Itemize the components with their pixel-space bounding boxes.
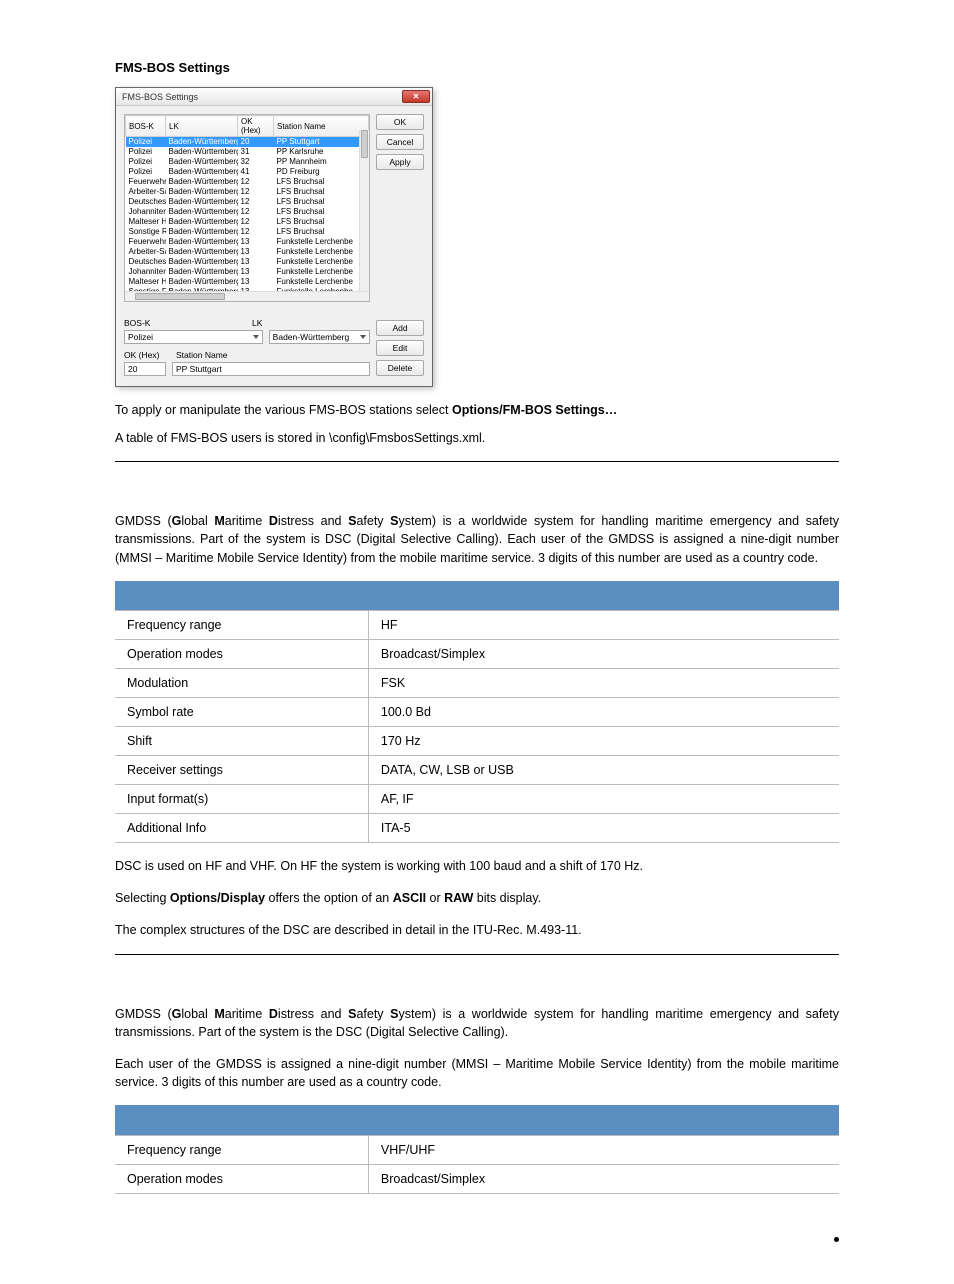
col-ok[interactable]: OK (Hex) xyxy=(238,116,274,137)
dialog-title: FMS-BOS Settings xyxy=(122,92,198,102)
table-row: Operation modesBroadcast/Simplex xyxy=(115,1164,839,1193)
bullet-icon xyxy=(834,1237,839,1242)
table-row[interactable]: PolizeiBaden-Württemberg20PP Stuttgart xyxy=(126,137,369,148)
table-row: Additional InfoITA-5 xyxy=(115,814,839,843)
table-row[interactable]: Johanniter-Unf…Baden-Württemberg12LFS Br… xyxy=(126,207,369,217)
sn-input[interactable]: PP Stuttgart xyxy=(172,362,370,376)
ok-button[interactable]: OK xyxy=(376,114,424,130)
section-title: FMS-BOS Settings xyxy=(115,60,839,75)
ok-input[interactable]: 20 xyxy=(124,362,166,376)
table-row[interactable]: Johanniter-Unf…Baden-Württemberg13Funkst… xyxy=(126,267,369,277)
fms-bos-dialog: FMS-BOS Settings ✕ BOS-K LK OK (Hex) Sta… xyxy=(115,87,433,387)
para-apply: To apply or manipulate the various FMS-B… xyxy=(115,401,839,419)
table-row[interactable]: PolizeiBaden-Württemberg31PP Karlsruhe xyxy=(126,147,369,157)
ok-label: OK (Hex) xyxy=(124,350,166,360)
table-row[interactable]: FeuerwehrBaden-Württemberg12LFS Bruchsal xyxy=(126,177,369,187)
table-row: Receiver settingsDATA, CW, LSB or USB xyxy=(115,756,839,785)
para-gmdss1: GMDSS (Global Maritime Distress and Safe… xyxy=(115,512,839,566)
para-config-path: A table of FMS-BOS users is stored in \c… xyxy=(115,429,839,447)
para-itu: The complex structures of the DSC are de… xyxy=(115,921,839,939)
table-row[interactable]: FeuerwehrBaden-Württemberg13Funkstelle L… xyxy=(126,237,369,247)
table-row[interactable]: Sonstige Rettu…Baden-Württemberg12LFS Br… xyxy=(126,227,369,237)
sn-label: Station Name xyxy=(176,350,228,360)
para-options-display: Selecting Options/Display offers the opt… xyxy=(115,889,839,907)
para-gmdss2: GMDSS (Global Maritime Distress and Safe… xyxy=(115,1005,839,1041)
add-button[interactable]: Add xyxy=(376,320,424,336)
scrollbar-vertical[interactable] xyxy=(359,130,369,291)
table-row: Input format(s)AF, IF xyxy=(115,785,839,814)
col-bosk[interactable]: BOS-K xyxy=(126,116,166,137)
table-row: Frequency rangeHF xyxy=(115,611,839,640)
table-row[interactable]: Deutsches Rot…Baden-Württemberg12LFS Bru… xyxy=(126,197,369,207)
table-row: Frequency rangeVHF/UHF xyxy=(115,1135,839,1164)
table-row[interactable]: Deutsches Rot…Baden-Württemberg13Funkste… xyxy=(126,257,369,267)
bosk-label: BOS-K xyxy=(124,318,242,328)
dialog-titlebar: FMS-BOS Settings ✕ xyxy=(116,88,432,106)
lk-label: LK xyxy=(252,318,370,328)
col-lk[interactable]: LK xyxy=(166,116,238,137)
stations-table[interactable]: BOS-K LK OK (Hex) Station Name PolizeiBa… xyxy=(124,114,370,302)
bosk-select[interactable]: Polizei xyxy=(124,330,263,344)
table-row: Symbol rate100.0 Bd xyxy=(115,698,839,727)
para-mmsi: Each user of the GMDSS is assigned a nin… xyxy=(115,1055,839,1091)
close-icon[interactable]: ✕ xyxy=(402,90,430,103)
para-dsc-hf: DSC is used on HF and VHF. On HF the sys… xyxy=(115,857,839,875)
delete-button[interactable]: Delete xyxy=(376,360,424,376)
apply-button[interactable]: Apply xyxy=(376,154,424,170)
cancel-button[interactable]: Cancel xyxy=(376,134,424,150)
table-row: ModulationFSK xyxy=(115,669,839,698)
table-row[interactable]: Arbeiter-Samari…Baden-Württemberg12LFS B… xyxy=(126,187,369,197)
table-row[interactable]: Arbeiter-Samari…Baden-Württemberg13Funks… xyxy=(126,247,369,257)
table-row[interactable]: PolizeiBaden-Württemberg32PP Mannheim xyxy=(126,157,369,167)
table-header-row: BOS-K LK OK (Hex) Station Name xyxy=(126,116,369,137)
scrollbar-horizontal[interactable] xyxy=(125,291,369,301)
table-row[interactable]: Malteser Hilfsdi…Baden-Württemberg12LFS … xyxy=(126,217,369,227)
table-row[interactable]: PolizeiBaden-Württemberg41PD Freiburg xyxy=(126,167,369,177)
col-sn[interactable]: Station Name xyxy=(274,116,369,137)
table-row: Shift170 Hz xyxy=(115,727,839,756)
edit-button[interactable]: Edit xyxy=(376,340,424,356)
table-row[interactable]: Malteser Hilfsdi…Baden-Württemberg13Funk… xyxy=(126,277,369,287)
spec-table-2: Frequency rangeVHF/UHFOperation modesBro… xyxy=(115,1105,839,1194)
table-row: Operation modesBroadcast/Simplex xyxy=(115,640,839,669)
lk-select[interactable]: Baden-Württemberg xyxy=(269,330,370,344)
page-footer xyxy=(115,1234,839,1244)
spec-table-1: Frequency rangeHFOperation modesBroadcas… xyxy=(115,581,839,844)
